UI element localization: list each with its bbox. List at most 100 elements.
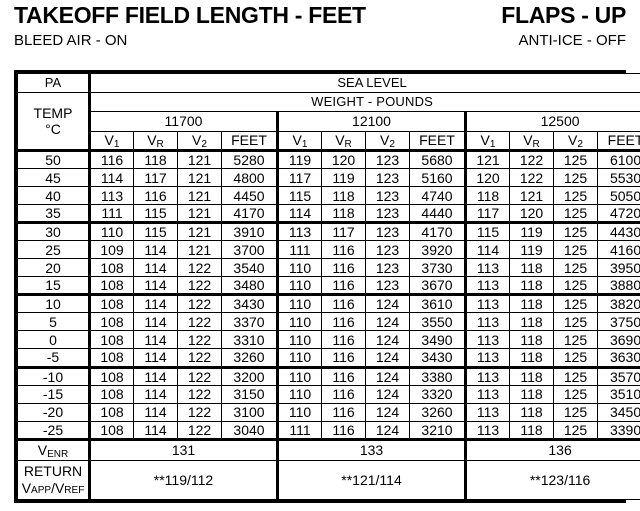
cell-v1-12500: 113 <box>464 402 510 422</box>
cell-vr-11700: 117 <box>133 168 178 188</box>
temp-value: 20 <box>17 258 90 278</box>
cell-vr-11700: 114 <box>133 240 178 260</box>
cell-vr-12500: 119 <box>509 221 554 242</box>
table-row: 10 108 114 122 3430 110 116 124 3610 113 118 125 382… <box>17 293 640 314</box>
col-header-vr-12500: VR <box>509 131 554 151</box>
col-header-v2-12100: V2 <box>365 131 410 151</box>
perf-table-body: PA SEA LEVEL TEMP °C WEIGHT - POUNDS 117… <box>17 73 640 500</box>
cell-v2-12100: 124 <box>365 348 410 368</box>
cell-v2-12500: 125 <box>553 221 598 242</box>
cell-vr-12100: 116 <box>321 293 366 314</box>
cell-vr-11700: 114 <box>133 258 178 278</box>
cell-vr-11700: 114 <box>133 293 178 314</box>
cell-feet-11700: 3310 <box>221 330 278 350</box>
cell-v1-12100: 110 <box>276 293 322 314</box>
cell-feet-11700: 3100 <box>221 402 278 422</box>
cell-feet-12100: 3380 <box>409 365 466 386</box>
cell-feet-12500: 3690 <box>596 330 640 350</box>
cell-feet-12100: 3550 <box>409 312 466 332</box>
cell-feet-12100: 4740 <box>409 186 466 206</box>
cell-vr-12500: 118 <box>509 293 554 314</box>
cell-vr-11700: 114 <box>133 365 178 386</box>
cell-v2-11700: 121 <box>177 149 222 170</box>
cell-feet-12100: 3210 <box>409 420 466 440</box>
cell-feet-11700: 4800 <box>221 168 278 188</box>
cell-v2-11700: 122 <box>177 365 222 386</box>
cell-feet-12500: 3510 <box>596 384 640 404</box>
cell-vr-12100: 116 <box>321 276 366 296</box>
venr-value-12500: 136 <box>463 438 640 461</box>
cell-vr-12500: 118 <box>509 365 554 386</box>
cell-v1-12500: 113 <box>464 312 510 332</box>
cell-v1-12100: 110 <box>276 276 322 296</box>
venr-value-12100: 133 <box>276 438 466 461</box>
cell-feet-12500: 6100 <box>596 149 640 170</box>
weight-units-header: WEIGHT - POUNDS <box>87 92 640 112</box>
cell-v1-12500: 113 <box>464 384 510 404</box>
cell-v1-11700: 114 <box>88 168 134 188</box>
cell-feet-11700: 3200 <box>221 365 278 386</box>
cell-vr-12500: 118 <box>509 420 554 440</box>
cell-v1-12100: 110 <box>276 348 322 368</box>
cell-feet-11700: 3260 <box>221 348 278 368</box>
cell-v1-11700: 108 <box>88 402 134 422</box>
cell-vr-12100: 116 <box>321 348 366 368</box>
cell-v1-11700: 113 <box>88 186 134 206</box>
cell-feet-11700: 3370 <box>221 312 278 332</box>
cell-v1-11700: 108 <box>88 384 134 404</box>
cell-feet-11700: 5280 <box>221 149 278 170</box>
cell-v1-12500: 114 <box>464 240 510 260</box>
cell-v2-12100: 124 <box>365 365 410 386</box>
cell-v1-12100: 115 <box>276 186 322 206</box>
cell-v1-11700: 111 <box>88 204 134 224</box>
cell-feet-12100: 3730 <box>409 258 466 278</box>
cell-vr-11700: 114 <box>133 384 178 404</box>
venr-value-11700: 131 <box>88 438 278 461</box>
page-title: TAKEOFF FIELD LENGTH - FEET <box>14 2 366 28</box>
cell-feet-11700: 4170 <box>221 204 278 224</box>
cell-feet-12100: 3430 <box>409 348 466 368</box>
temp-value: -20 <box>17 402 90 422</box>
cell-v1-12500: 113 <box>464 330 510 350</box>
weight-group-11700: 11700 <box>88 111 278 132</box>
cell-vr-11700: 114 <box>133 330 178 350</box>
cell-v2-12500: 125 <box>553 330 598 350</box>
speed-column-header-row: V1 VR V2 FEET V1 VR V2 FEET V1 VR V2 FEE… <box>17 131 640 151</box>
cell-v2-11700: 122 <box>177 276 222 296</box>
cell-v2-12100: 123 <box>365 276 410 296</box>
weight-header-row: TEMP °C WEIGHT - POUNDS <box>17 92 640 151</box>
title-block: TAKEOFF FIELD LENGTH - FEET FLAPS - UP B… <box>14 2 626 60</box>
weight-group-row: 11700 12100 12500 <box>18 111 640 132</box>
cell-v2-12100: 124 <box>365 384 410 404</box>
cell-v1-12100: 110 <box>276 402 322 422</box>
cell-vr-12500: 118 <box>509 258 554 278</box>
cell-vr-11700: 114 <box>133 402 178 422</box>
temp-label-line2: °C <box>45 121 61 137</box>
cell-v2-12500: 125 <box>553 149 598 170</box>
cell-v1-12100: 111 <box>276 420 322 440</box>
table-row: -5 108 114 122 3260 110 116 124 3430 113 118 125 363… <box>17 348 640 368</box>
cell-v2-12500: 125 <box>553 204 598 224</box>
temp-value: -10 <box>17 365 90 386</box>
table-row: -15 108 114 122 3150 110 116 124 3320 113 118 125 35… <box>17 384 640 404</box>
cell-feet-12500: 3950 <box>596 258 640 278</box>
cell-feet-11700: 3910 <box>221 221 278 242</box>
cell-vr-12100: 116 <box>321 365 366 386</box>
cell-vr-12500: 118 <box>509 276 554 296</box>
cell-v1-11700: 110 <box>88 221 134 242</box>
table-row: 0 108 114 122 3310 110 116 124 3490 113 118 125 3690 <box>17 330 640 350</box>
table-row: 5 108 114 122 3370 110 116 124 3550 113 118 125 3750 <box>17 312 640 332</box>
temp-value: 40 <box>17 186 90 206</box>
cell-v1-11700: 108 <box>88 258 134 278</box>
cell-vr-12100: 116 <box>321 402 366 422</box>
cell-v2-12100: 124 <box>365 330 410 350</box>
cell-v1-12100: 113 <box>276 221 322 242</box>
cell-v2-12500: 125 <box>553 186 598 206</box>
cell-vr-12500: 118 <box>509 330 554 350</box>
cell-v2-11700: 121 <box>177 168 222 188</box>
cell-v2-12500: 125 <box>553 365 598 386</box>
cell-v1-11700: 108 <box>88 293 134 314</box>
cell-feet-12500: 3820 <box>596 293 640 314</box>
cell-feet-11700: 3480 <box>221 276 278 296</box>
col-header-feet-11700: FEET <box>221 131 278 151</box>
